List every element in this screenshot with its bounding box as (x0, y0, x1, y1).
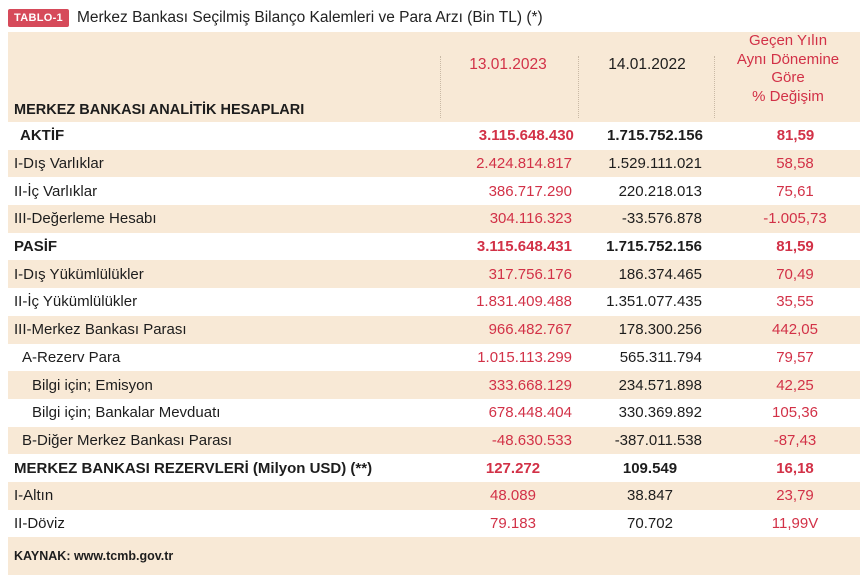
value-2023: 1.015.113.299 (477, 348, 572, 366)
table-row: Bilgi için; Bankalar Mevduatı 678.448.40… (8, 398, 860, 427)
row-label: II-Döviz (14, 514, 65, 532)
value-change: 81,59 (776, 238, 814, 256)
value-2023: 304.116.323 (489, 210, 572, 228)
row-label: A-Rezerv Para (22, 348, 121, 366)
table-row: II-Döviz 79.183 70.702 11,99V (8, 509, 860, 538)
table-row: Bilgi için; Emisyon 333.668.129 234.571.… (8, 371, 860, 399)
header-col-2023: 13.01.2023 (469, 56, 547, 73)
value-2022: 1.529.111.021 (608, 155, 702, 173)
header-change-line: % Değişim (752, 87, 824, 105)
value-change: 35,55 (776, 293, 814, 311)
value-2023: 1.831.409.488 (476, 293, 572, 311)
value-change: 70,49 (776, 265, 814, 283)
row-label: II-İç Varlıklar (14, 182, 98, 200)
table-row: AKTİF 3.115.648.430 1.715.752.156 81,59 (8, 122, 860, 150)
row-label: B-Diğer Merkez Bankası Parası (22, 431, 233, 449)
table-title-bar: TABLO-1 Merkez Bankası Seçilmiş Bilanço … (8, 6, 860, 30)
value-change: -1.005,73 (763, 210, 827, 228)
row-label: I-Altın (14, 487, 54, 505)
value-change: 58,58 (776, 155, 814, 173)
value-change: 75,61 (776, 182, 814, 200)
row-label: III-Değerleme Hesabı (14, 210, 157, 228)
value-2023: 3.115.648.431 (476, 238, 572, 256)
row-label: II-İç Yükümlülükler (14, 293, 138, 311)
value-2023: 79.183 (490, 514, 536, 532)
header-change-line: Aynı Dönemine (736, 50, 840, 68)
value-2023: 333.668.129 (488, 376, 572, 394)
header-label: MERKEZ BANKASI ANALİTİK HESAPLARI (14, 102, 305, 118)
table-row: II-İç Varlıklar 386.717.290 220.218.013 … (8, 177, 860, 206)
value-2022: -33.576.878 (621, 210, 702, 228)
table-row: I-Dış Yükümlülükler 317.756.176 186.374.… (8, 260, 860, 289)
table-row: B-Diğer Merkez Bankası Parası -48.630.53… (8, 426, 860, 455)
table-row: III-Değerleme Hesabı 304.116.323 -33.576… (8, 205, 860, 233)
value-change: 23,79 (776, 487, 814, 505)
value-2022: 1.715.752.156 (606, 238, 702, 256)
table-row: MERKEZ BANKASI REZERVLERİ (Milyon USD) (… (8, 454, 860, 482)
row-label: AKTİF (20, 127, 65, 145)
value-2022: 178.300.256 (618, 321, 702, 339)
value-2022: 109.549 (622, 459, 678, 477)
value-change: 16,18 (776, 459, 814, 477)
source-note: KAYNAK: www.tcmb.gov.tr (8, 537, 860, 575)
value-change: 11,99V (771, 514, 819, 532)
value-2022: 330.369.892 (618, 404, 702, 422)
value-2023: -48.630.533 (491, 431, 572, 449)
row-label: PASİF (14, 238, 58, 256)
data-table: MERKEZ BANKASI ANALİTİK HESAPLARI 13.01.… (8, 32, 860, 575)
value-change: 42,25 (776, 376, 814, 394)
value-2022: 38.847 (627, 487, 673, 505)
table-row: PASİF 3.115.648.431 1.715.752.156 81,59 (8, 232, 860, 261)
value-2022: 1.715.752.156 (607, 127, 703, 145)
value-2022: -387.011.538 (614, 431, 702, 449)
value-2022: 234.571.898 (618, 376, 702, 394)
row-label: I-Dış Yükümlülükler (14, 265, 144, 283)
value-2023: 678.448.404 (488, 404, 572, 422)
header-col-change: Geçen Yılın Aynı Dönemine Göre % Değişim (716, 32, 860, 106)
header-change-line: Göre (771, 69, 805, 86)
row-label: III-Merkez Bankası Parası (14, 321, 187, 339)
value-2023: 966.482.767 (488, 321, 572, 339)
value-2022: 70.702 (627, 514, 673, 532)
row-label: MERKEZ BANKASI REZERVLERİ (Milyon USD) (… (14, 459, 373, 477)
value-2023: 3.115.648.430 (478, 127, 574, 145)
value-2023: 317.756.176 (488, 265, 572, 283)
table-header: MERKEZ BANKASI ANALİTİK HESAPLARI 13.01.… (8, 32, 860, 122)
value-change: 442,05 (772, 321, 818, 339)
value-2022: 1.351.077.435 (606, 293, 702, 311)
row-label: Bilgi için; Bankalar Mevduatı (32, 404, 221, 422)
value-2022: 220.218.013 (618, 182, 702, 200)
value-2023: 48.089 (490, 487, 536, 505)
row-label: Bilgi için; Emisyon (32, 376, 153, 394)
table-row: I-Altın 48.089 38.847 23,79 (8, 481, 860, 510)
value-2023: 386.717.290 (488, 182, 572, 200)
column-divider (440, 56, 441, 118)
value-2022: 186.374.465 (618, 265, 702, 283)
header-col-2022: 14.01.2022 (608, 56, 686, 73)
value-change: -87,43 (773, 431, 817, 449)
table-row: A-Rezerv Para 1.015.113.299 565.311.794 … (8, 343, 860, 372)
value-2023: 2.424.814.817 (476, 155, 572, 173)
header-change-line: Geçen Yılın (748, 32, 828, 49)
table-title: Merkez Bankası Seçilmiş Bilanço Kalemler… (76, 9, 543, 26)
value-change: 81,59 (776, 127, 815, 145)
value-change: 79,57 (776, 348, 814, 366)
value-2022: 565.311.794 (619, 348, 702, 366)
table-row: I-Dış Varlıklar 2.424.814.817 1.529.111.… (8, 149, 860, 178)
row-label: I-Dış Varlıklar (14, 155, 104, 173)
value-change: 105,36 (772, 404, 818, 422)
column-divider (578, 56, 579, 118)
table-tag: TABLO-1 (8, 9, 69, 27)
table-row: II-İç Yükümlülükler 1.831.409.488 1.351.… (8, 288, 860, 316)
value-2023: 127.272 (485, 459, 541, 477)
column-divider (714, 56, 715, 118)
table-row: III-Merkez Bankası Parası 966.482.767 17… (8, 315, 860, 344)
